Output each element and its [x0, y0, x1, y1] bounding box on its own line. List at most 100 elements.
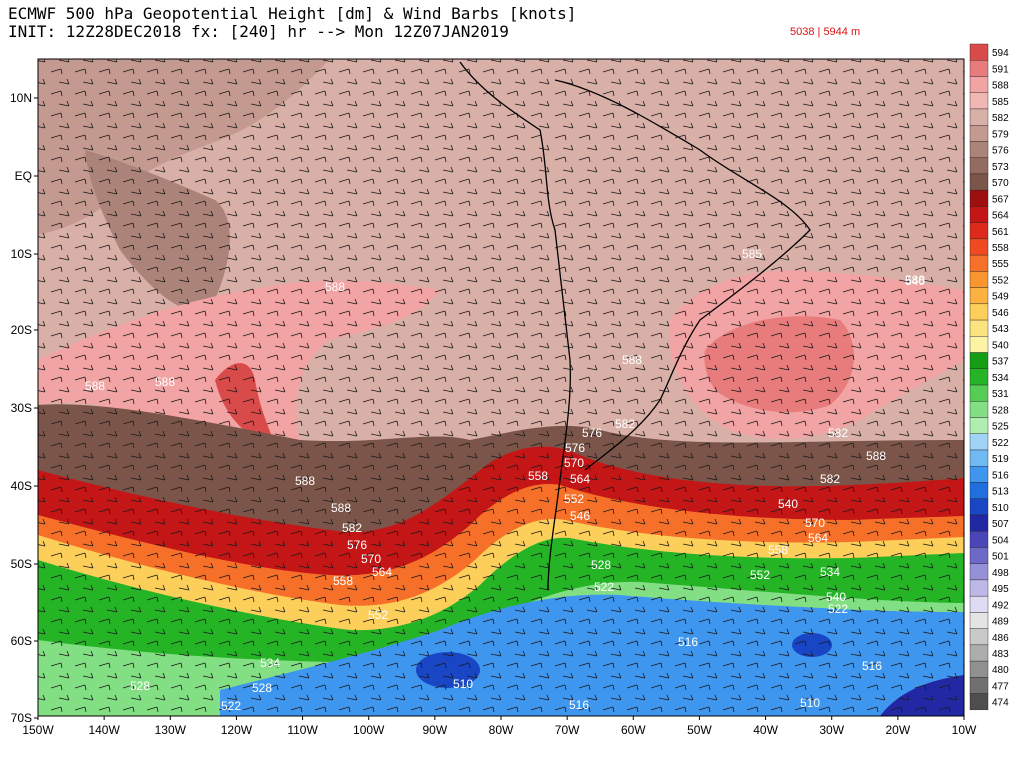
contour-label: 558	[333, 574, 353, 588]
contour-label: 528	[591, 558, 611, 572]
colorbar-label: 525	[992, 422, 1009, 433]
colorbar-label: 594	[992, 48, 1009, 59]
colorbar-swatch	[969, 303, 989, 321]
colorbar-swatch	[969, 514, 989, 532]
contour-label: 558	[528, 469, 548, 483]
latitude-label: 30S	[11, 401, 32, 415]
colorbar-label: 555	[992, 259, 1009, 270]
latitude-label: 60S	[11, 634, 32, 648]
colorbar-label: 579	[992, 129, 1009, 140]
colorbar-swatch	[969, 563, 989, 581]
colorbar-label: 549	[992, 292, 1009, 303]
colorbar-label: 483	[992, 649, 1009, 660]
colorbar-label: 567	[992, 194, 1009, 205]
longitude-label: 90W	[423, 723, 448, 737]
longitude-label: 140W	[88, 723, 120, 737]
longitude-label: 150W	[22, 723, 54, 737]
contour-label: 540	[905, 274, 925, 288]
colorbar-label: 576	[992, 146, 1009, 157]
colorbar-label: 480	[992, 665, 1009, 676]
longitude-label: 70W	[555, 723, 580, 737]
contour-label: 588	[155, 375, 175, 389]
colorbar-swatch	[969, 401, 989, 418]
contour-label: 516	[678, 635, 698, 649]
init-forecast-line: INIT: 12Z28DEC2018 fx: [240] hr --> Mon …	[8, 22, 509, 41]
colorbar-label: 531	[992, 389, 1009, 400]
latitude-labels: 10N EQ 10S 20S 30S 40S 50S 60S 70S	[10, 91, 38, 725]
contour-label: 522	[594, 580, 614, 594]
colorbar-label: 585	[992, 97, 1009, 108]
colorbar-swatch	[969, 206, 989, 223]
height-field	[38, 59, 964, 716]
latitude-label: 10N	[10, 91, 32, 105]
contour-label: 576	[582, 426, 602, 440]
colorbar-swatch	[969, 271, 989, 288]
colorbar-swatch	[969, 595, 989, 613]
colorbar-swatch	[969, 433, 989, 451]
colorbar-swatch	[969, 660, 989, 678]
contour-label: 534	[820, 565, 840, 579]
longitude-label: 110W	[287, 723, 318, 737]
longitude-label: 120W	[221, 723, 253, 737]
colorbar-label: 528	[992, 405, 1009, 416]
colorbar-label: 570	[992, 178, 1009, 189]
colorbar-swatch	[969, 612, 989, 629]
colorbar-swatch	[969, 644, 989, 662]
colorbar-swatch	[969, 189, 989, 207]
colorbar-swatch	[969, 319, 989, 337]
latitude-label: 70S	[11, 711, 32, 725]
contour-label: 588	[85, 379, 105, 393]
longitude-labels: 150W 140W 130W 120W 110W 100W 90W 80W 70W 60W 50W 4…	[22, 716, 977, 737]
colorbar-label: 537	[992, 357, 1009, 368]
colorbar-label: 474	[992, 698, 1009, 709]
colorbar-label: 591	[992, 64, 1009, 75]
colorbar-label: 573	[992, 162, 1009, 173]
contour-label: 540	[826, 590, 846, 604]
colorbar-swatch	[969, 254, 989, 272]
colorbar-swatch	[969, 238, 989, 256]
contour-label: 588	[325, 280, 345, 294]
colorbar-swatch	[969, 336, 989, 353]
contour-label: 588	[905, 273, 925, 287]
colorbar-label: 507	[992, 519, 1009, 530]
latitude-label: EQ	[15, 169, 32, 183]
wind-barbs	[38, 59, 964, 716]
colorbar-label: 495	[992, 584, 1009, 595]
colorbar-swatch	[969, 60, 989, 77]
colorbar-swatch	[969, 76, 989, 93]
colorbar-swatch	[969, 287, 989, 305]
colorbar-swatch	[969, 173, 989, 191]
colorbar-swatch	[969, 157, 989, 175]
contour-label: 552	[564, 492, 584, 506]
colorbar-swatch	[969, 141, 989, 158]
latitude-label: 20S	[11, 323, 32, 337]
colorbar-label: 546	[992, 308, 1009, 319]
contour-label: 588	[295, 474, 315, 488]
contour-label: 588	[622, 353, 642, 367]
contour-label: 564	[372, 565, 392, 579]
longitude-label: 100W	[353, 723, 385, 737]
colorbar-swatch	[969, 628, 989, 646]
colorbar-swatch	[969, 417, 989, 434]
longitude-label: 50W	[687, 723, 712, 737]
contour-label: 528	[130, 679, 150, 693]
colorbar-label: 540	[992, 340, 1009, 351]
contour-label: 582	[342, 521, 362, 535]
contour-label: 570	[564, 456, 584, 470]
latitude-label: 50S	[11, 557, 32, 571]
contour-label: 576	[347, 538, 367, 552]
colorbar-label: 543	[992, 324, 1009, 335]
colorbar-label: 510	[992, 503, 1009, 514]
contour-label: 522	[828, 602, 848, 616]
colorbar-swatch	[969, 124, 989, 142]
colorbar-swatch	[969, 108, 989, 126]
colorbar-label: 588	[992, 81, 1009, 92]
map-title: ECMWF 500 hPa Geopotential Height [dm] &…	[8, 4, 577, 23]
colorbar-swatch	[969, 498, 989, 516]
contour-label: 540	[778, 497, 798, 511]
colorbar-label: 534	[992, 373, 1009, 384]
colorbar-label: 477	[992, 681, 1009, 692]
colorbar-label: 522	[992, 438, 1009, 449]
